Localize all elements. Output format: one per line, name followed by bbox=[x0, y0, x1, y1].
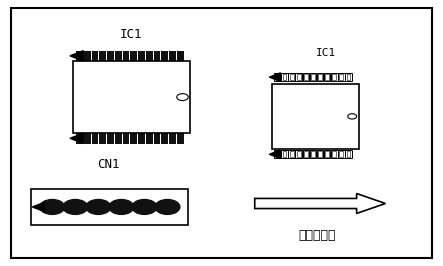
Bar bbox=[123, 133, 129, 144]
Bar bbox=[115, 51, 121, 61]
Bar bbox=[177, 133, 183, 144]
Text: IC1: IC1 bbox=[315, 48, 336, 58]
Bar bbox=[288, 150, 295, 158]
Polygon shape bbox=[269, 73, 280, 81]
Bar bbox=[154, 133, 160, 144]
Bar bbox=[345, 150, 352, 158]
Bar bbox=[288, 73, 295, 81]
Circle shape bbox=[40, 200, 65, 214]
Bar bbox=[169, 133, 176, 144]
Bar bbox=[325, 74, 329, 80]
Bar bbox=[84, 133, 90, 144]
Bar bbox=[290, 151, 294, 157]
Bar bbox=[303, 150, 309, 158]
Bar bbox=[297, 151, 301, 157]
Bar bbox=[138, 133, 145, 144]
Bar bbox=[295, 150, 302, 158]
Bar bbox=[295, 73, 302, 81]
Circle shape bbox=[63, 200, 88, 214]
Bar bbox=[339, 151, 343, 157]
Bar bbox=[161, 133, 168, 144]
Bar bbox=[331, 73, 338, 81]
Bar bbox=[161, 51, 168, 61]
Bar bbox=[130, 133, 137, 144]
Bar bbox=[283, 151, 287, 157]
Bar bbox=[115, 133, 121, 144]
Polygon shape bbox=[255, 194, 385, 213]
Bar bbox=[311, 74, 315, 80]
Bar bbox=[325, 151, 329, 157]
Bar bbox=[130, 51, 137, 61]
Bar bbox=[169, 51, 176, 61]
Bar bbox=[311, 151, 315, 157]
Bar bbox=[331, 150, 338, 158]
Bar bbox=[318, 74, 322, 80]
Bar bbox=[92, 51, 98, 61]
Bar bbox=[310, 150, 316, 158]
Bar bbox=[338, 73, 345, 81]
Text: IC1: IC1 bbox=[120, 28, 142, 41]
Bar bbox=[272, 84, 359, 149]
Polygon shape bbox=[32, 202, 45, 212]
Circle shape bbox=[109, 200, 134, 214]
Bar bbox=[276, 74, 280, 80]
Bar bbox=[31, 189, 188, 225]
Bar bbox=[346, 74, 350, 80]
Polygon shape bbox=[269, 150, 280, 159]
Bar bbox=[304, 74, 308, 80]
Bar bbox=[303, 73, 309, 81]
Bar bbox=[317, 73, 323, 81]
Bar bbox=[324, 150, 330, 158]
Bar bbox=[324, 73, 330, 81]
Text: 过波峰方向: 过波峰方向 bbox=[298, 229, 335, 242]
Bar bbox=[310, 73, 316, 81]
Bar bbox=[84, 51, 90, 61]
Circle shape bbox=[155, 200, 180, 214]
Bar bbox=[274, 150, 281, 158]
Bar bbox=[283, 74, 287, 80]
Bar bbox=[297, 74, 301, 80]
Polygon shape bbox=[70, 51, 83, 61]
Bar bbox=[339, 74, 343, 80]
Bar bbox=[304, 151, 308, 157]
Bar bbox=[92, 133, 98, 144]
Bar bbox=[345, 73, 352, 81]
Bar bbox=[99, 133, 106, 144]
Bar bbox=[290, 74, 294, 80]
Bar bbox=[317, 150, 323, 158]
Bar bbox=[107, 133, 114, 144]
Bar bbox=[346, 151, 350, 157]
Bar bbox=[281, 150, 288, 158]
Bar bbox=[146, 133, 152, 144]
Bar bbox=[332, 151, 336, 157]
Bar bbox=[138, 51, 145, 61]
Bar bbox=[281, 73, 288, 81]
Bar bbox=[318, 151, 322, 157]
Bar bbox=[332, 74, 336, 80]
Bar bbox=[338, 150, 345, 158]
Text: CN1: CN1 bbox=[97, 159, 120, 171]
Bar bbox=[76, 133, 83, 144]
Circle shape bbox=[86, 200, 111, 214]
Bar bbox=[274, 73, 281, 81]
Circle shape bbox=[132, 200, 157, 214]
Bar bbox=[154, 51, 160, 61]
Bar bbox=[73, 61, 190, 133]
Bar bbox=[107, 51, 114, 61]
Bar bbox=[276, 151, 280, 157]
Bar bbox=[146, 51, 152, 61]
Bar bbox=[99, 51, 106, 61]
Bar bbox=[76, 51, 83, 61]
Bar bbox=[123, 51, 129, 61]
Bar bbox=[177, 51, 183, 61]
Polygon shape bbox=[70, 133, 83, 144]
